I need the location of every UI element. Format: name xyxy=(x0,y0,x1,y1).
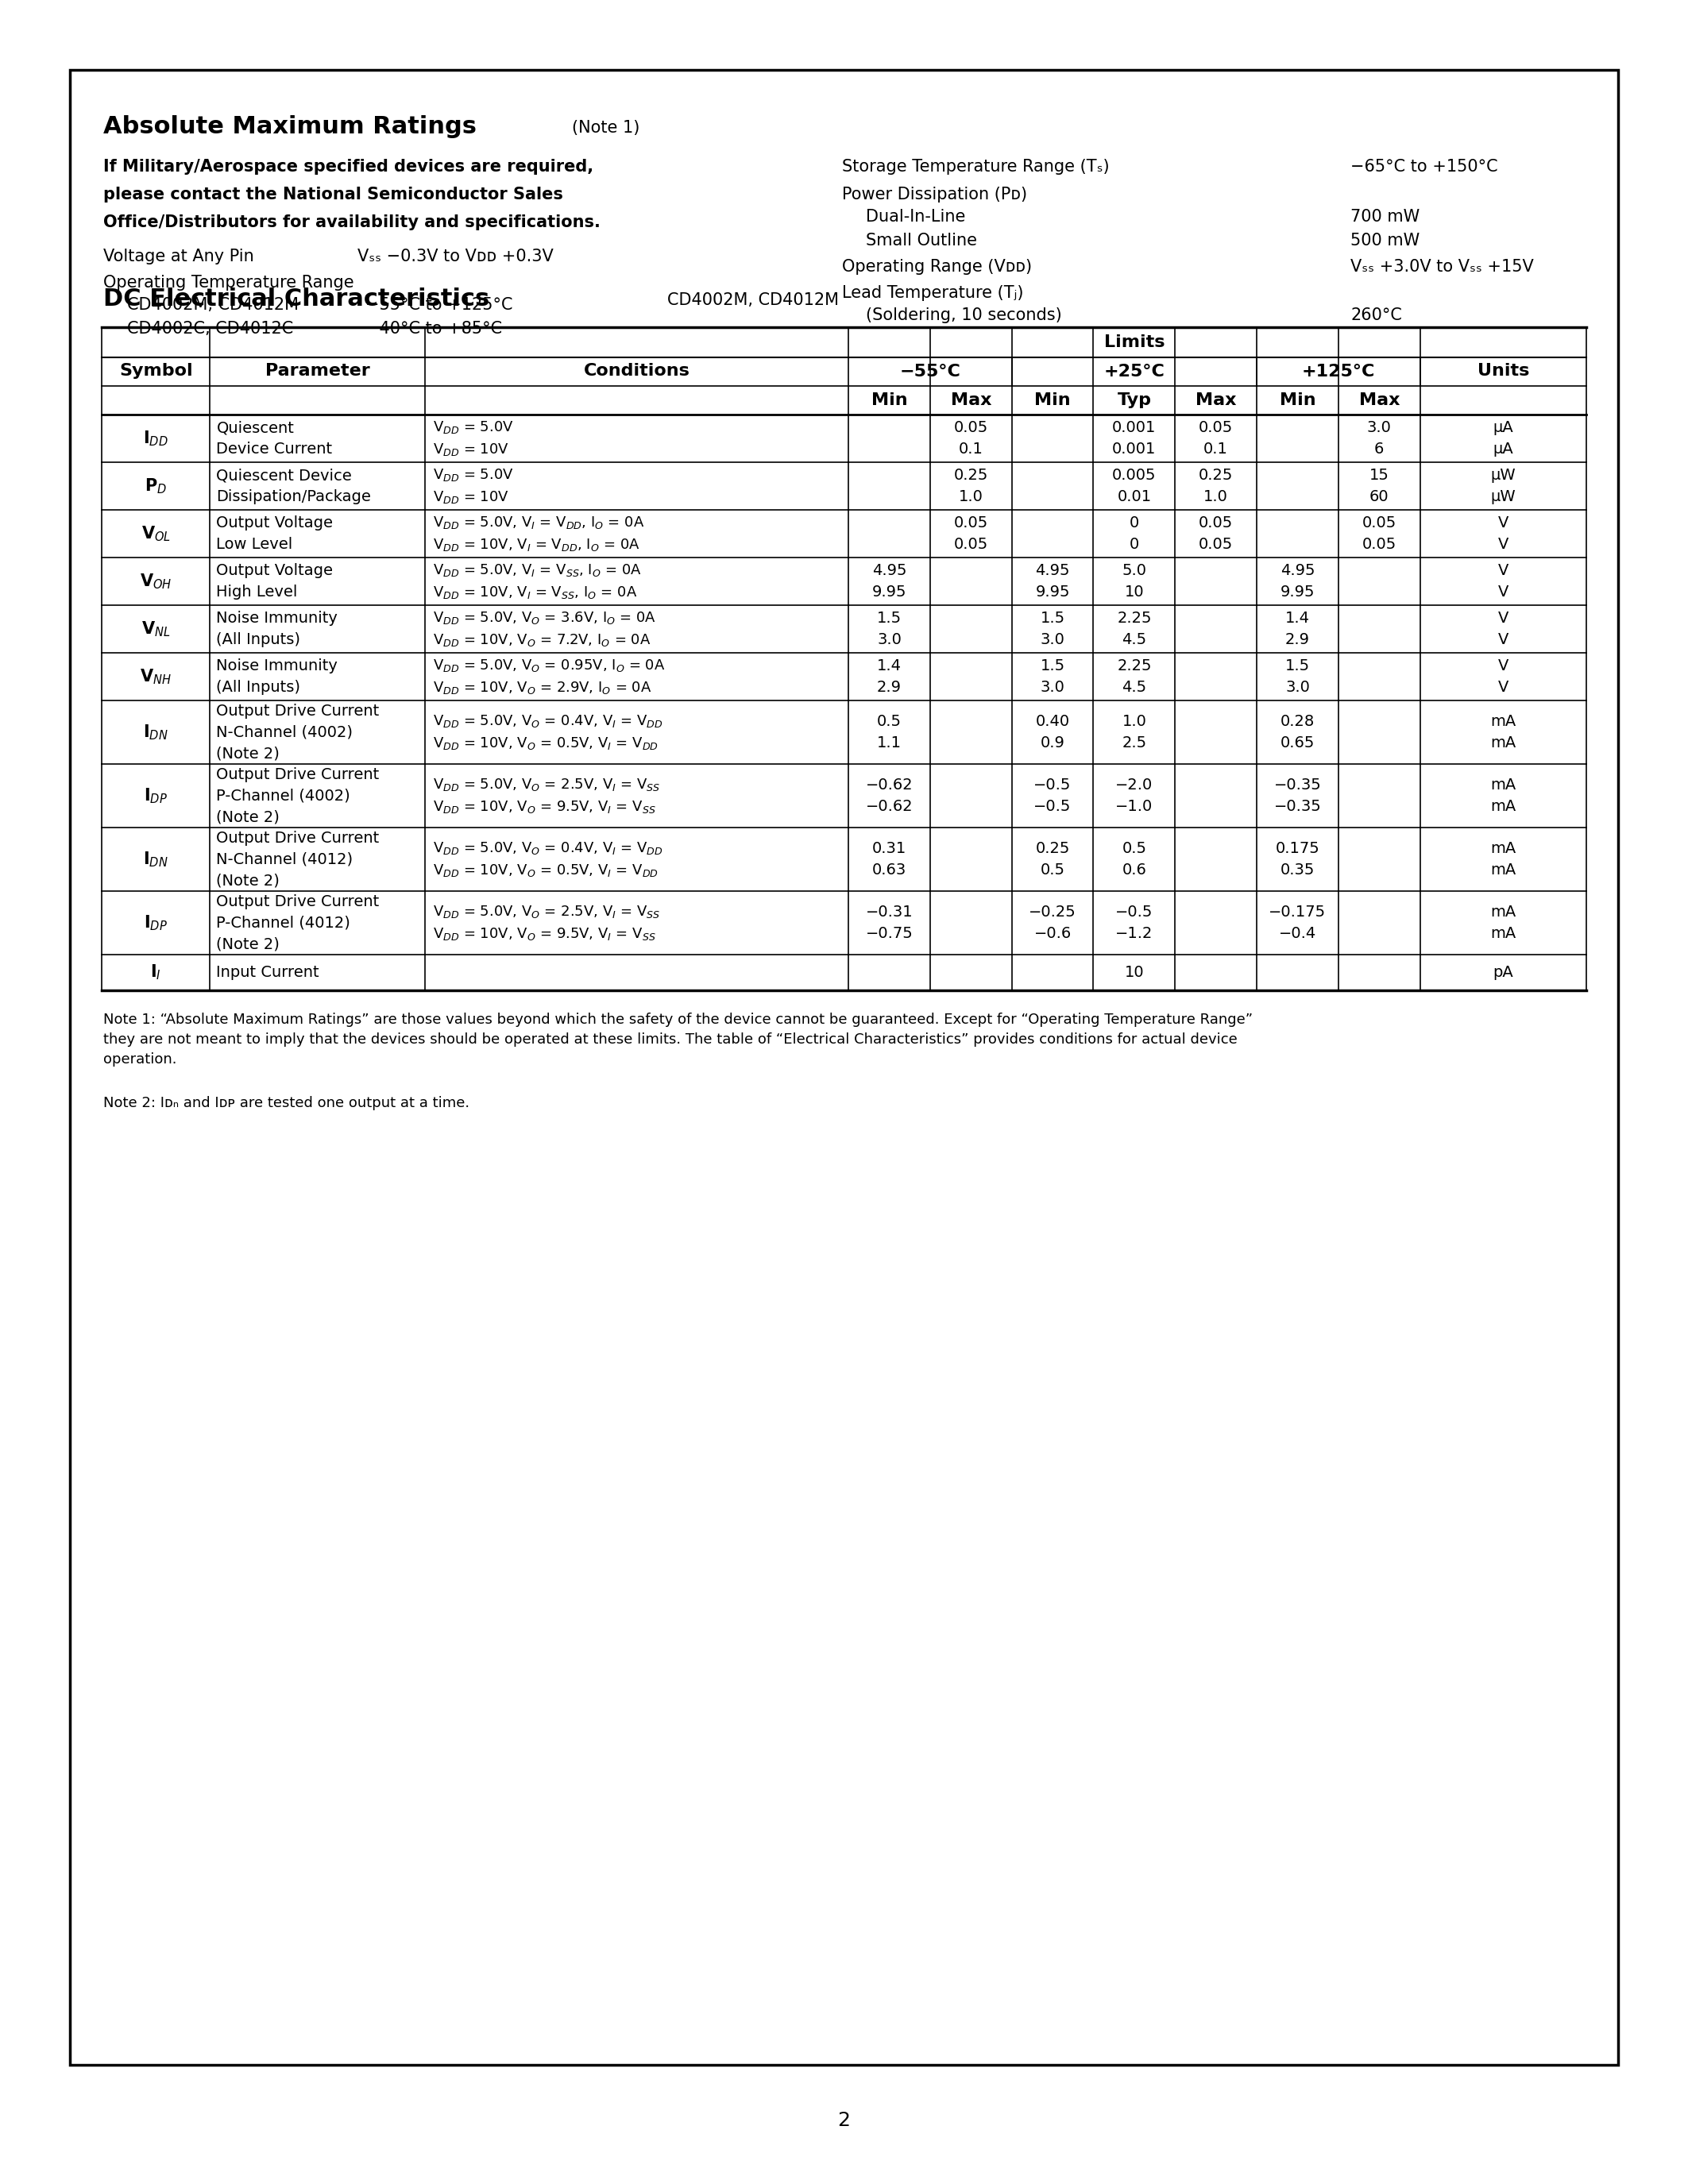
Text: 1.5
3.0: 1.5 3.0 xyxy=(1040,612,1065,646)
Text: Max: Max xyxy=(950,393,991,408)
Text: P$_D$: P$_D$ xyxy=(145,476,167,496)
Text: pA: pA xyxy=(1492,965,1514,981)
Text: 4.95
9.95: 4.95 9.95 xyxy=(1035,563,1070,598)
Text: 2: 2 xyxy=(837,2112,851,2129)
Text: Absolute Maximum Ratings: Absolute Maximum Ratings xyxy=(103,116,476,138)
Text: −65°C to +150°C: −65°C to +150°C xyxy=(1350,159,1497,175)
Text: Input Current: Input Current xyxy=(216,965,319,981)
Text: (Soldering, 10 seconds): (Soldering, 10 seconds) xyxy=(866,308,1062,323)
Text: 2.25
4.5: 2.25 4.5 xyxy=(1117,660,1151,695)
Text: Small Outline: Small Outline xyxy=(866,234,977,249)
Text: V$_{DD}$ = 5.0V, V$_I$ = V$_{DD}$, I$_O$ = 0A
V$_{DD}$ = 10V, V$_I$ = V$_{DD}$, : V$_{DD}$ = 5.0V, V$_I$ = V$_{DD}$, I$_O$… xyxy=(434,515,645,553)
Text: Note 1: “Absolute Maximum Ratings” are those values beyond which the safety of t: Note 1: “Absolute Maximum Ratings” are t… xyxy=(103,1013,1252,1066)
Text: Vₛₛ +3.0V to Vₛₛ +15V: Vₛₛ +3.0V to Vₛₛ +15V xyxy=(1350,260,1534,275)
Text: I$_I$: I$_I$ xyxy=(150,963,162,983)
Text: mA
mA: mA mA xyxy=(1491,904,1516,941)
Text: Power Dissipation (Pᴅ): Power Dissipation (Pᴅ) xyxy=(842,186,1028,203)
Text: V
V: V V xyxy=(1497,515,1509,553)
Text: Output Drive Current
N-Channel (4012)
(Note 2): Output Drive Current N-Channel (4012) (N… xyxy=(216,830,380,889)
Text: I$_{DP}$: I$_{DP}$ xyxy=(143,913,167,933)
Text: V$_{DD}$ = 5.0V, V$_O$ = 2.5V, V$_I$ = V$_{SS}$
V$_{DD}$ = 10V, V$_O$ = 9.5V, V$: V$_{DD}$ = 5.0V, V$_O$ = 2.5V, V$_I$ = V… xyxy=(434,904,660,941)
Text: −40°C to +85°C: −40°C to +85°C xyxy=(365,321,501,336)
Text: 1.4
2.9: 1.4 2.9 xyxy=(1285,612,1310,646)
Text: I$_{DN}$: I$_{DN}$ xyxy=(143,850,169,869)
Text: If Military/Aerospace specified devices are required,: If Military/Aerospace specified devices … xyxy=(103,159,594,175)
Text: Noise Immunity
(All Inputs): Noise Immunity (All Inputs) xyxy=(216,660,338,695)
Text: 1.5
3.0: 1.5 3.0 xyxy=(878,612,901,646)
Text: Parameter: Parameter xyxy=(265,363,370,378)
Text: Min: Min xyxy=(1035,393,1070,408)
Text: Output Drive Current
P-Channel (4012)
(Note 2): Output Drive Current P-Channel (4012) (N… xyxy=(216,893,380,952)
Text: 0.5
0.6: 0.5 0.6 xyxy=(1123,841,1146,878)
Text: 0.001
0.001: 0.001 0.001 xyxy=(1112,419,1156,456)
Text: 0.05
0.1: 0.05 0.1 xyxy=(954,419,987,456)
Text: Output Drive Current
N-Channel (4002)
(Note 2): Output Drive Current N-Channel (4002) (N… xyxy=(216,703,380,760)
Text: V$_{DD}$ = 5.0V, V$_O$ = 0.95V, I$_O$ = 0A
V$_{DD}$ = 10V, V$_O$ = 2.9V, I$_O$ =: V$_{DD}$ = 5.0V, V$_O$ = 0.95V, I$_O$ = … xyxy=(434,657,665,695)
Text: −0.5
−0.5: −0.5 −0.5 xyxy=(1033,778,1072,815)
Text: 0.40
0.9: 0.40 0.9 xyxy=(1035,714,1070,751)
Text: 2.25
4.5: 2.25 4.5 xyxy=(1117,612,1151,646)
Text: −0.31
−0.75: −0.31 −0.75 xyxy=(866,904,913,941)
Text: Office/Distributors for availability and specifications.: Office/Distributors for availability and… xyxy=(103,214,601,229)
Text: mA
mA: mA mA xyxy=(1491,778,1516,815)
Text: 1.4
2.9: 1.4 2.9 xyxy=(878,660,901,695)
Text: −0.35
−0.35: −0.35 −0.35 xyxy=(1274,778,1322,815)
Text: 0.175
0.35: 0.175 0.35 xyxy=(1276,841,1320,878)
Text: I$_{DD}$: I$_{DD}$ xyxy=(143,428,169,448)
Text: V$_{OH}$: V$_{OH}$ xyxy=(140,572,172,590)
Text: Dual-In-Line: Dual-In-Line xyxy=(866,210,966,225)
Text: V
V: V V xyxy=(1497,563,1509,598)
Text: 0.05
0.1: 0.05 0.1 xyxy=(1198,419,1232,456)
Text: V$_{NL}$: V$_{NL}$ xyxy=(142,620,170,638)
Text: Units: Units xyxy=(1477,363,1529,378)
Text: 4.95
9.95: 4.95 9.95 xyxy=(873,563,906,598)
Text: CD4002M, CD4012M: CD4002M, CD4012M xyxy=(127,297,299,312)
Text: Operating Temperature Range: Operating Temperature Range xyxy=(103,275,354,290)
Text: Note 2: Iᴅₙ and Iᴅᴘ are tested one output at a time.: Note 2: Iᴅₙ and Iᴅᴘ are tested one outpu… xyxy=(103,1096,469,1109)
Text: Noise Immunity
(All Inputs): Noise Immunity (All Inputs) xyxy=(216,612,338,646)
Text: V$_{DD}$ = 5.0V, V$_O$ = 0.4V, V$_I$ = V$_{DD}$
V$_{DD}$ = 10V, V$_O$ = 0.5V, V$: V$_{DD}$ = 5.0V, V$_O$ = 0.4V, V$_I$ = V… xyxy=(434,714,663,751)
Text: Max: Max xyxy=(1359,393,1399,408)
Text: 1.0
2.5: 1.0 2.5 xyxy=(1123,714,1146,751)
Text: V$_{DD}$ = 5.0V
V$_{DD}$ = 10V: V$_{DD}$ = 5.0V V$_{DD}$ = 10V xyxy=(434,419,515,456)
Text: +25°C: +25°C xyxy=(1104,365,1165,380)
Text: −2.0
−1.0: −2.0 −1.0 xyxy=(1116,778,1153,815)
Text: 0.05
0.05: 0.05 0.05 xyxy=(1362,515,1396,553)
Text: 0
0: 0 0 xyxy=(1129,515,1139,553)
Text: Output Voltage
Low Level: Output Voltage Low Level xyxy=(216,515,333,553)
Text: 10: 10 xyxy=(1124,965,1144,981)
Text: 0.05
0.05: 0.05 0.05 xyxy=(1198,515,1232,553)
Text: Symbol: Symbol xyxy=(120,363,192,378)
Text: +125°C: +125°C xyxy=(1301,365,1376,380)
Text: 15
60: 15 60 xyxy=(1369,467,1389,505)
Text: Voltage at Any Pin: Voltage at Any Pin xyxy=(103,249,253,264)
Text: mA
mA: mA mA xyxy=(1491,714,1516,751)
Text: Operating Range (Vᴅᴅ): Operating Range (Vᴅᴅ) xyxy=(842,260,1031,275)
Text: Output Drive Current
P-Channel (4002)
(Note 2): Output Drive Current P-Channel (4002) (N… xyxy=(216,767,380,823)
Text: Conditions: Conditions xyxy=(584,363,690,378)
Text: V$_{DD}$ = 5.0V, V$_O$ = 3.6V, I$_O$ = 0A
V$_{DD}$ = 10V, V$_O$ = 7.2V, I$_O$ = : V$_{DD}$ = 5.0V, V$_O$ = 3.6V, I$_O$ = 0… xyxy=(434,609,657,649)
Text: V$_{NH}$: V$_{NH}$ xyxy=(140,668,172,686)
Text: mA
mA: mA mA xyxy=(1491,841,1516,878)
Text: CD4002M, CD4012M: CD4002M, CD4012M xyxy=(667,293,839,308)
Text: I$_{DN}$: I$_{DN}$ xyxy=(143,723,169,743)
Text: Output Voltage
High Level: Output Voltage High Level xyxy=(216,563,333,598)
Text: 0.28
0.65: 0.28 0.65 xyxy=(1280,714,1315,751)
Text: 0.5
1.1: 0.5 1.1 xyxy=(878,714,901,751)
Text: 700 mW: 700 mW xyxy=(1350,210,1420,225)
Text: CD4002C, CD4012C: CD4002C, CD4012C xyxy=(127,321,294,336)
Text: Typ: Typ xyxy=(1117,393,1151,408)
Text: V$_{DD}$ = 5.0V, V$_I$ = V$_{SS}$, I$_O$ = 0A
V$_{DD}$ = 10V, V$_I$ = V$_{SS}$, : V$_{DD}$ = 5.0V, V$_I$ = V$_{SS}$, I$_O$… xyxy=(434,563,641,601)
Text: please contact the National Semiconductor Sales: please contact the National Semiconducto… xyxy=(103,186,564,203)
Text: −0.62
−0.62: −0.62 −0.62 xyxy=(866,778,913,815)
Text: 500 mW: 500 mW xyxy=(1350,234,1420,249)
Text: 3.0
6: 3.0 6 xyxy=(1367,419,1391,456)
Text: −0.25
−0.6: −0.25 −0.6 xyxy=(1030,904,1077,941)
Text: DC Electrical Characteristics: DC Electrical Characteristics xyxy=(103,288,490,310)
Text: 260°C: 260°C xyxy=(1350,308,1403,323)
Text: Min: Min xyxy=(1280,393,1315,408)
Text: Storage Temperature Range (Tₛ): Storage Temperature Range (Tₛ) xyxy=(842,159,1109,175)
Text: −55°C: −55°C xyxy=(900,365,960,380)
Text: Lead Temperature (Tⱼ): Lead Temperature (Tⱼ) xyxy=(842,286,1023,301)
Text: 0.31
0.63: 0.31 0.63 xyxy=(873,841,906,878)
